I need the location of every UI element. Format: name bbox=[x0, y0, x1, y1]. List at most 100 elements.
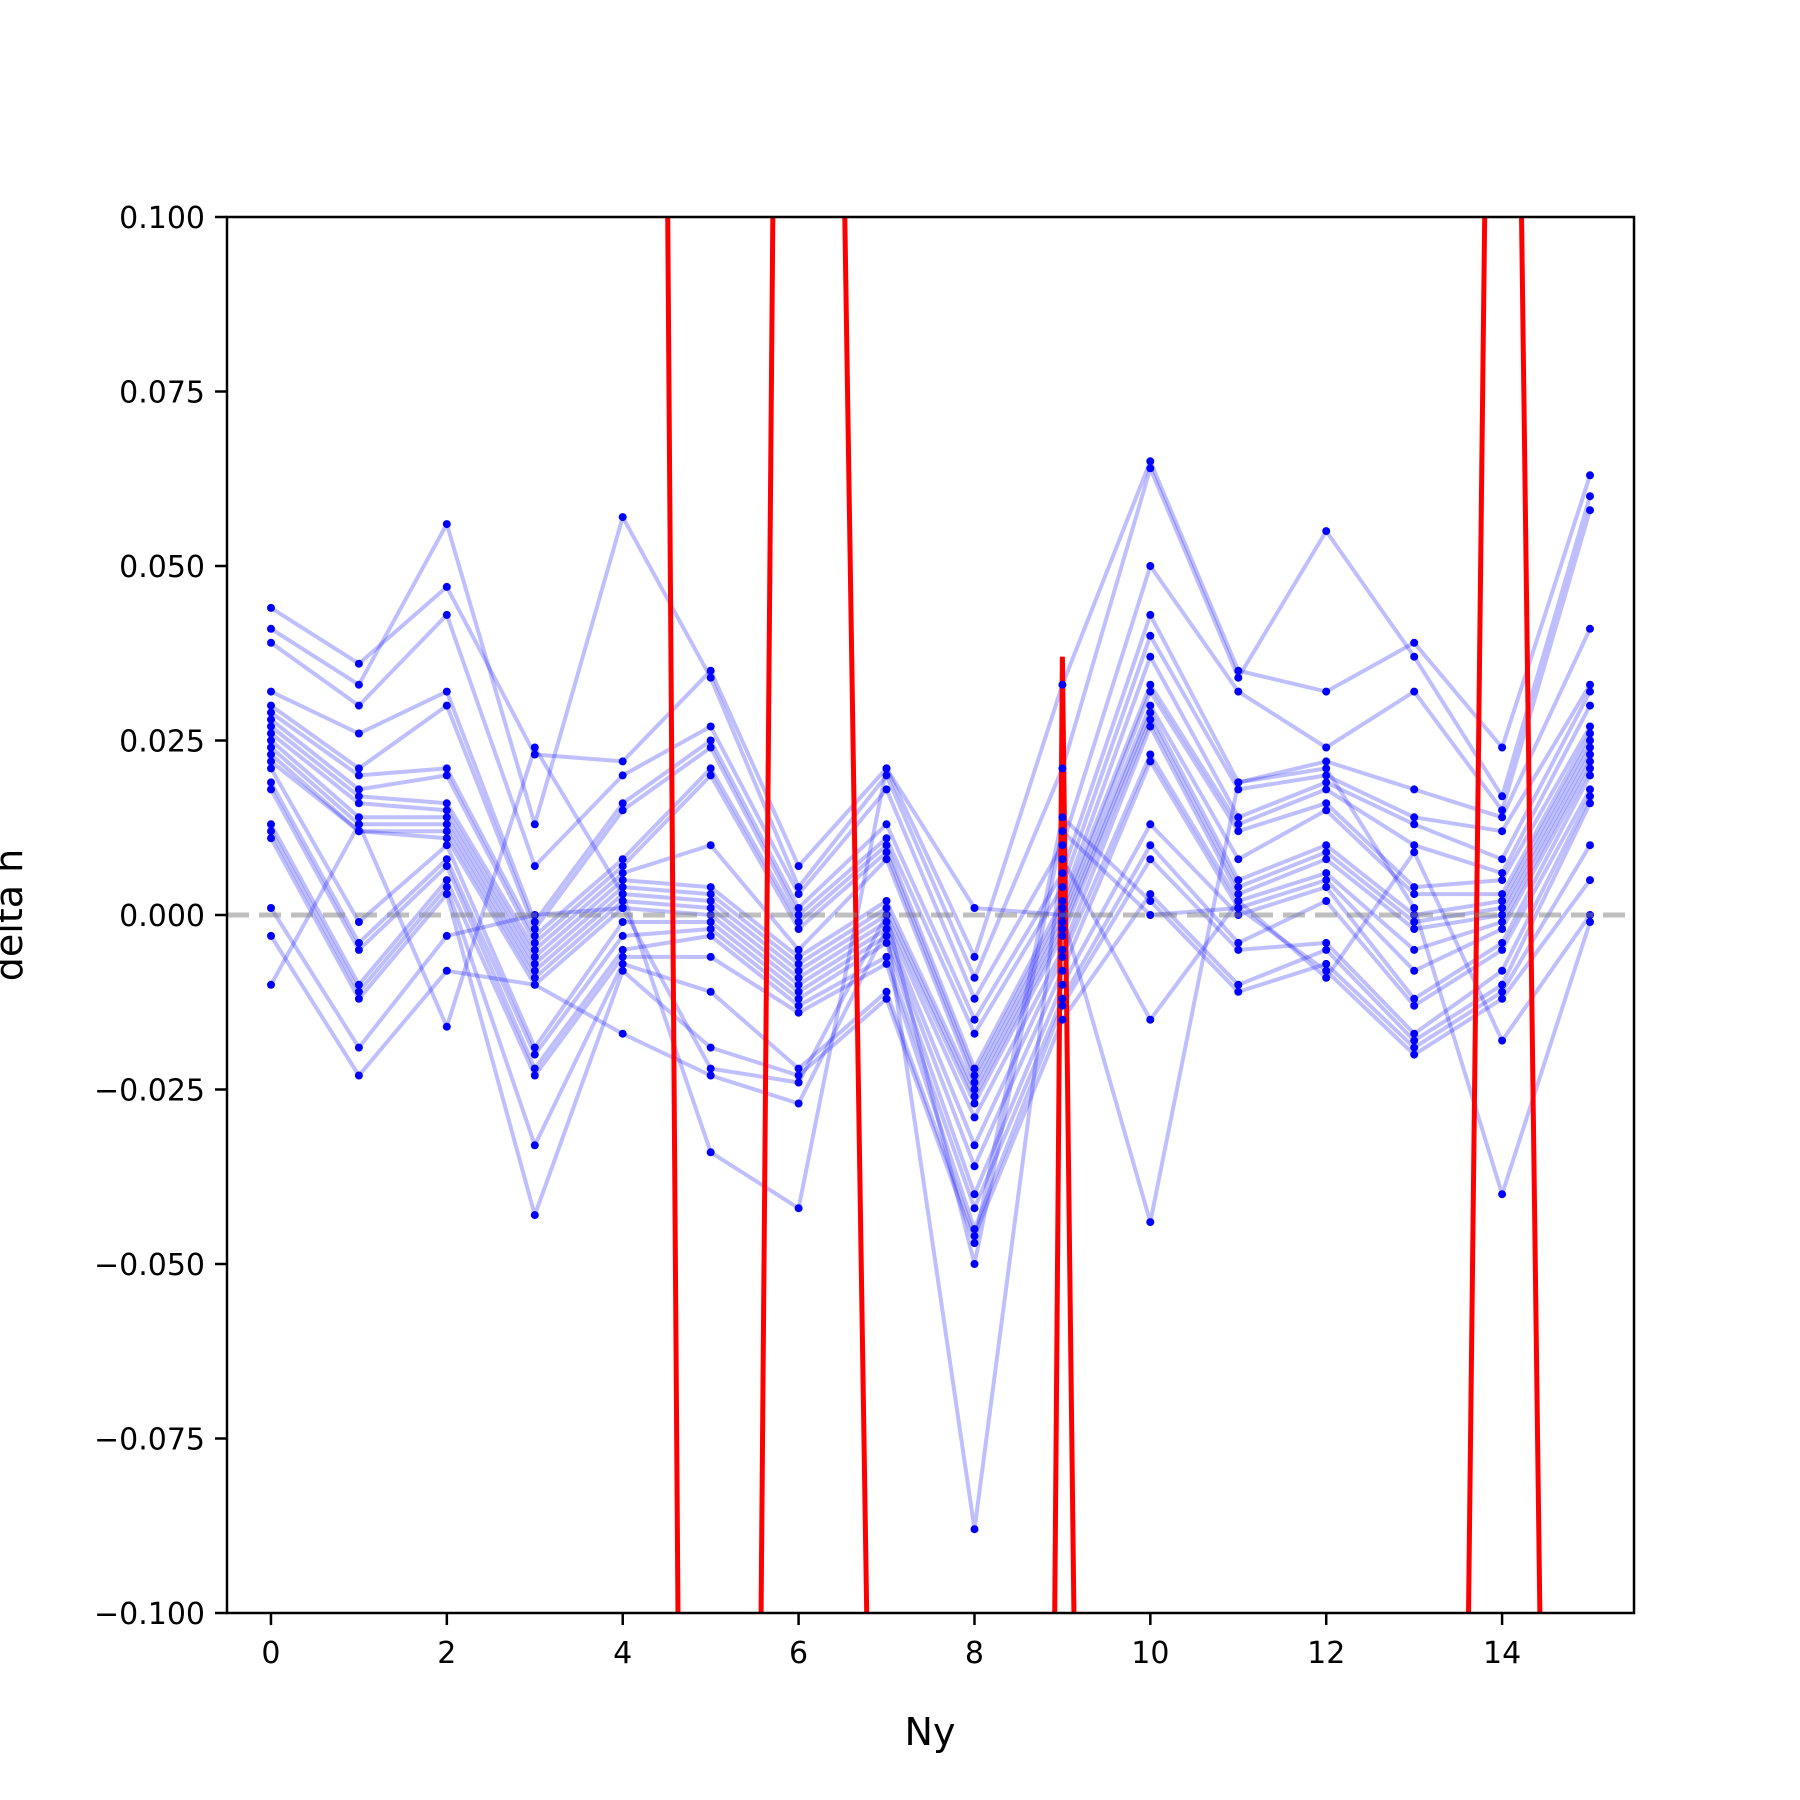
data-point-0-11 bbox=[1234, 666, 1243, 675]
data-point-15-2 bbox=[442, 862, 451, 871]
data-point-21-6 bbox=[794, 1204, 803, 1213]
data-point-14-2 bbox=[442, 855, 451, 864]
data-point-10-11 bbox=[1234, 883, 1243, 892]
data-point-16-1 bbox=[354, 980, 363, 989]
data-point-13-1 bbox=[354, 918, 363, 926]
data-point-20-11 bbox=[1234, 897, 1243, 905]
data-point-20-14 bbox=[1498, 1036, 1507, 1045]
data-point-11-7 bbox=[882, 918, 891, 926]
x-tick-label-2: 4 bbox=[613, 1636, 632, 1671]
data-point-18-14 bbox=[1498, 987, 1507, 996]
data-point-20-7 bbox=[882, 925, 891, 933]
data-point-17-3 bbox=[530, 1141, 539, 1150]
data-point-0-10 bbox=[1146, 457, 1155, 466]
data-point-0-15 bbox=[1586, 471, 1594, 480]
data-point-12-12 bbox=[1322, 869, 1331, 878]
data-point-2-5 bbox=[706, 722, 715, 731]
data-point-20-5 bbox=[706, 1071, 715, 1080]
series-line-17 bbox=[269, 802, 1592, 1239]
data-point-6-7 bbox=[882, 848, 891, 857]
data-point-5-6 bbox=[794, 918, 803, 926]
data-point-19-14 bbox=[1498, 994, 1507, 1003]
data-point-14-0 bbox=[267, 778, 275, 787]
data-point-12-8 bbox=[970, 1141, 979, 1150]
data-point-2-14 bbox=[1498, 806, 1507, 815]
data-point-15-3 bbox=[530, 1064, 539, 1073]
data-point-21-14 bbox=[1498, 1190, 1507, 1199]
x-tick-label-0: 0 bbox=[261, 1636, 280, 1671]
series-line-9 bbox=[269, 710, 1592, 1099]
data-point-9-11 bbox=[1234, 876, 1243, 885]
data-point-13-13 bbox=[1410, 966, 1419, 975]
data-point-19-15 bbox=[1586, 876, 1594, 885]
series-line-6 bbox=[269, 682, 1592, 1078]
y-tick-label-2: 0.050 bbox=[119, 550, 205, 585]
data-point-13-3 bbox=[530, 1043, 539, 1052]
data-point-6-10 bbox=[1146, 680, 1155, 689]
data-point-10-5 bbox=[706, 897, 715, 905]
data-point-19-1 bbox=[354, 1043, 363, 1052]
data-point-19-4 bbox=[618, 904, 627, 912]
data-point-19-13 bbox=[1410, 1050, 1419, 1059]
data-point-18-1 bbox=[354, 994, 363, 1003]
data-point-11-14 bbox=[1498, 911, 1507, 919]
data-point-3-4 bbox=[618, 799, 627, 808]
data-point-20-10 bbox=[1146, 1015, 1155, 1024]
data-point-11-9 bbox=[1058, 945, 1067, 954]
series-line-7 bbox=[269, 689, 1592, 1085]
data-point-5-5 bbox=[706, 764, 715, 773]
data-point-16-14 bbox=[1498, 966, 1507, 975]
data-point-7-2 bbox=[442, 799, 451, 808]
data-point-16-11 bbox=[1234, 945, 1243, 954]
data-point-16-4 bbox=[618, 952, 627, 961]
y-axis: 0.100 0.075 0.050 0.025 0.000 −0.025 −0.050 −0.… bbox=[94, 201, 227, 1632]
data-point-11-15 bbox=[1586, 750, 1594, 759]
data-point-1-9 bbox=[1058, 764, 1067, 773]
data-point-20-4 bbox=[618, 1029, 627, 1038]
data-point-2-11 bbox=[1234, 687, 1243, 696]
data-point-18-15 bbox=[1586, 841, 1594, 850]
data-point-2-12 bbox=[1322, 743, 1331, 752]
data-point-15-8 bbox=[970, 1204, 979, 1213]
data-point-11-0 bbox=[267, 750, 275, 759]
data-point-2-13 bbox=[1410, 687, 1419, 696]
data-point-12-10 bbox=[1146, 750, 1155, 759]
data-point-13-10 bbox=[1146, 757, 1155, 766]
series-line-19 bbox=[269, 829, 1592, 1266]
series-line-12 bbox=[269, 752, 1592, 1148]
data-point-8-0 bbox=[267, 729, 275, 738]
data-point-4-12 bbox=[1322, 771, 1331, 780]
data-point-6-14 bbox=[1498, 869, 1507, 878]
data-point-17-1 bbox=[354, 987, 363, 996]
x-axis-label: Ny bbox=[905, 1710, 956, 1754]
data-point-7-12 bbox=[1322, 799, 1331, 808]
data-point-9-9 bbox=[1058, 925, 1067, 933]
data-point-0-0 bbox=[267, 603, 275, 612]
data-point-3-3 bbox=[530, 918, 539, 926]
data-point-19-0 bbox=[267, 904, 275, 912]
data-point-14-12 bbox=[1322, 883, 1331, 892]
data-point-3-1 bbox=[354, 729, 363, 738]
data-point-15-15 bbox=[1586, 785, 1594, 794]
y-tick-label-5: −0.025 bbox=[94, 1074, 205, 1109]
data-point-21-3 bbox=[530, 743, 539, 752]
data-point-10-9 bbox=[1058, 931, 1067, 940]
y-tick-label-6: −0.050 bbox=[94, 1248, 205, 1283]
series-line-11 bbox=[269, 724, 1592, 1120]
data-point-16-6 bbox=[794, 1008, 803, 1017]
data-point-9-4 bbox=[618, 883, 627, 892]
data-point-10-13 bbox=[1410, 918, 1419, 926]
data-point-1-2 bbox=[442, 520, 451, 529]
data-point-8-6 bbox=[794, 952, 803, 961]
data-point-8-3 bbox=[530, 952, 539, 961]
x-tick-label-6: 12 bbox=[1307, 1636, 1345, 1671]
data-point-18-5 bbox=[706, 1043, 715, 1052]
data-point-20-1 bbox=[354, 1071, 363, 1080]
data-point-12-1 bbox=[354, 827, 363, 836]
data-point-3-14 bbox=[1498, 813, 1507, 822]
data-point-15-0 bbox=[267, 785, 275, 794]
data-point-15-12 bbox=[1322, 897, 1331, 905]
data-point-9-10 bbox=[1146, 708, 1155, 717]
data-point-1-12 bbox=[1322, 527, 1331, 536]
data-point-3-13 bbox=[1410, 785, 1419, 794]
